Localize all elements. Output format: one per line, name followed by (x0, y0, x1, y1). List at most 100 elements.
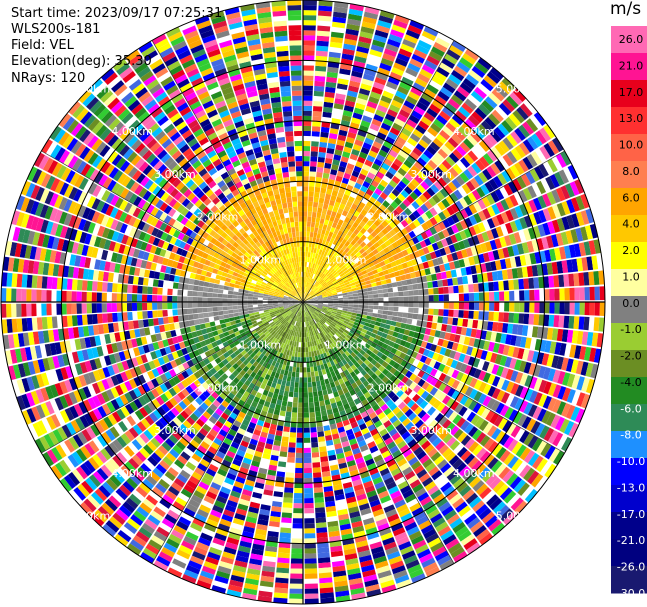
velocity-gate (346, 249, 353, 256)
velocity-gate (403, 267, 410, 275)
velocity-gate (350, 515, 362, 524)
velocity-gate (325, 157, 333, 164)
velocity-gate (278, 389, 285, 396)
velocity-gate (337, 293, 343, 297)
velocity-gate (335, 266, 341, 272)
velocity-gate (102, 523, 117, 537)
velocity-gate (147, 318, 154, 327)
velocity-gate (462, 489, 475, 501)
velocity-gate (236, 353, 244, 360)
velocity-gate (334, 494, 345, 501)
velocity-gate (444, 408, 454, 419)
velocity-gate (364, 322, 371, 327)
velocity-gate (374, 263, 381, 269)
velocity-gate (442, 316, 449, 324)
velocity-gate (282, 337, 287, 344)
velocity-gate (312, 237, 317, 243)
velocity-gate (351, 312, 358, 317)
velocity-gate (483, 292, 490, 301)
velocity-gate (300, 306, 303, 312)
velocity-gate (308, 277, 311, 283)
velocity-gate (323, 352, 328, 359)
velocity-gate (329, 397, 336, 404)
velocity-gate (437, 201, 446, 211)
velocity-gate (425, 462, 437, 473)
velocity-gate (406, 278, 413, 285)
velocity-gate (256, 363, 262, 370)
velocity-gate (294, 304, 299, 308)
velocity-gate (372, 81, 385, 91)
velocity-gate (303, 357, 307, 363)
velocity-gate (431, 75, 445, 86)
velocity-gate (414, 270, 422, 278)
velocity-gate (293, 303, 299, 305)
velocity-gate (303, 45, 315, 51)
velocity-gate (276, 357, 282, 364)
velocity-gate (286, 375, 292, 382)
velocity-gate (317, 304, 323, 307)
velocity-gate (285, 322, 290, 328)
velocity-gate (246, 368, 253, 376)
velocity-gate (305, 276, 307, 283)
velocity-gate (303, 462, 312, 469)
velocity-gate (437, 231, 446, 240)
velocity-gate (447, 542, 462, 554)
velocity-gate (363, 453, 373, 462)
velocity-gate (197, 376, 206, 385)
velocity-gate (276, 314, 282, 319)
velocity-gate (363, 223, 370, 231)
velocity-gate (122, 321, 130, 331)
velocity-gate (448, 74, 462, 86)
velocity-gate (169, 420, 179, 431)
velocity-gate (318, 370, 323, 376)
velocity-gate (350, 245, 357, 252)
velocity-gate (303, 95, 313, 101)
velocity-gate (529, 168, 540, 182)
velocity-gate (388, 256, 395, 263)
velocity-gate (24, 346, 33, 361)
velocity-gate (388, 306, 394, 311)
velocity-gate (116, 408, 126, 420)
velocity-gate (260, 316, 267, 321)
velocity-gate (407, 62, 421, 73)
velocity-gate (307, 310, 310, 316)
velocity-gate (234, 349, 241, 356)
velocity-gate (297, 422, 303, 428)
velocity-gate (518, 278, 525, 290)
velocity-gate (62, 353, 70, 366)
velocity-gate (314, 345, 319, 351)
velocity-gate (272, 414, 279, 421)
velocity-gate (332, 206, 339, 213)
velocity-gate (168, 434, 179, 445)
velocity-gate (88, 440, 100, 453)
velocity-gate (354, 535, 367, 543)
velocity-gate (385, 224, 393, 232)
velocity-gate (170, 481, 183, 492)
velocity-gate (59, 478, 73, 493)
velocity-gate (311, 126, 321, 132)
velocity-gate (376, 104, 388, 113)
velocity-gate (235, 555, 249, 563)
velocity-gate (344, 141, 354, 149)
velocity-gate (312, 313, 317, 318)
velocity-gate (309, 166, 317, 172)
velocity-gate (295, 305, 300, 310)
velocity-gate (446, 513, 460, 525)
velocity-gate (325, 86, 336, 94)
velocity-gate (110, 399, 120, 411)
velocity-gate (324, 240, 330, 247)
velocity-gate (313, 287, 318, 292)
velocity-gate (561, 200, 571, 215)
velocity-gate (320, 280, 326, 286)
velocity-gate (303, 65, 314, 71)
velocity-gate (329, 215, 335, 222)
velocity-gate (141, 522, 155, 535)
velocity-gate (295, 467, 303, 474)
velocity-gate (537, 210, 547, 223)
velocity-gate (316, 537, 329, 544)
velocity-gate (303, 292, 306, 298)
velocity-gate (207, 551, 221, 561)
velocity-gate (459, 219, 469, 230)
velocity-gate (196, 508, 209, 519)
velocity-gate (166, 410, 176, 420)
